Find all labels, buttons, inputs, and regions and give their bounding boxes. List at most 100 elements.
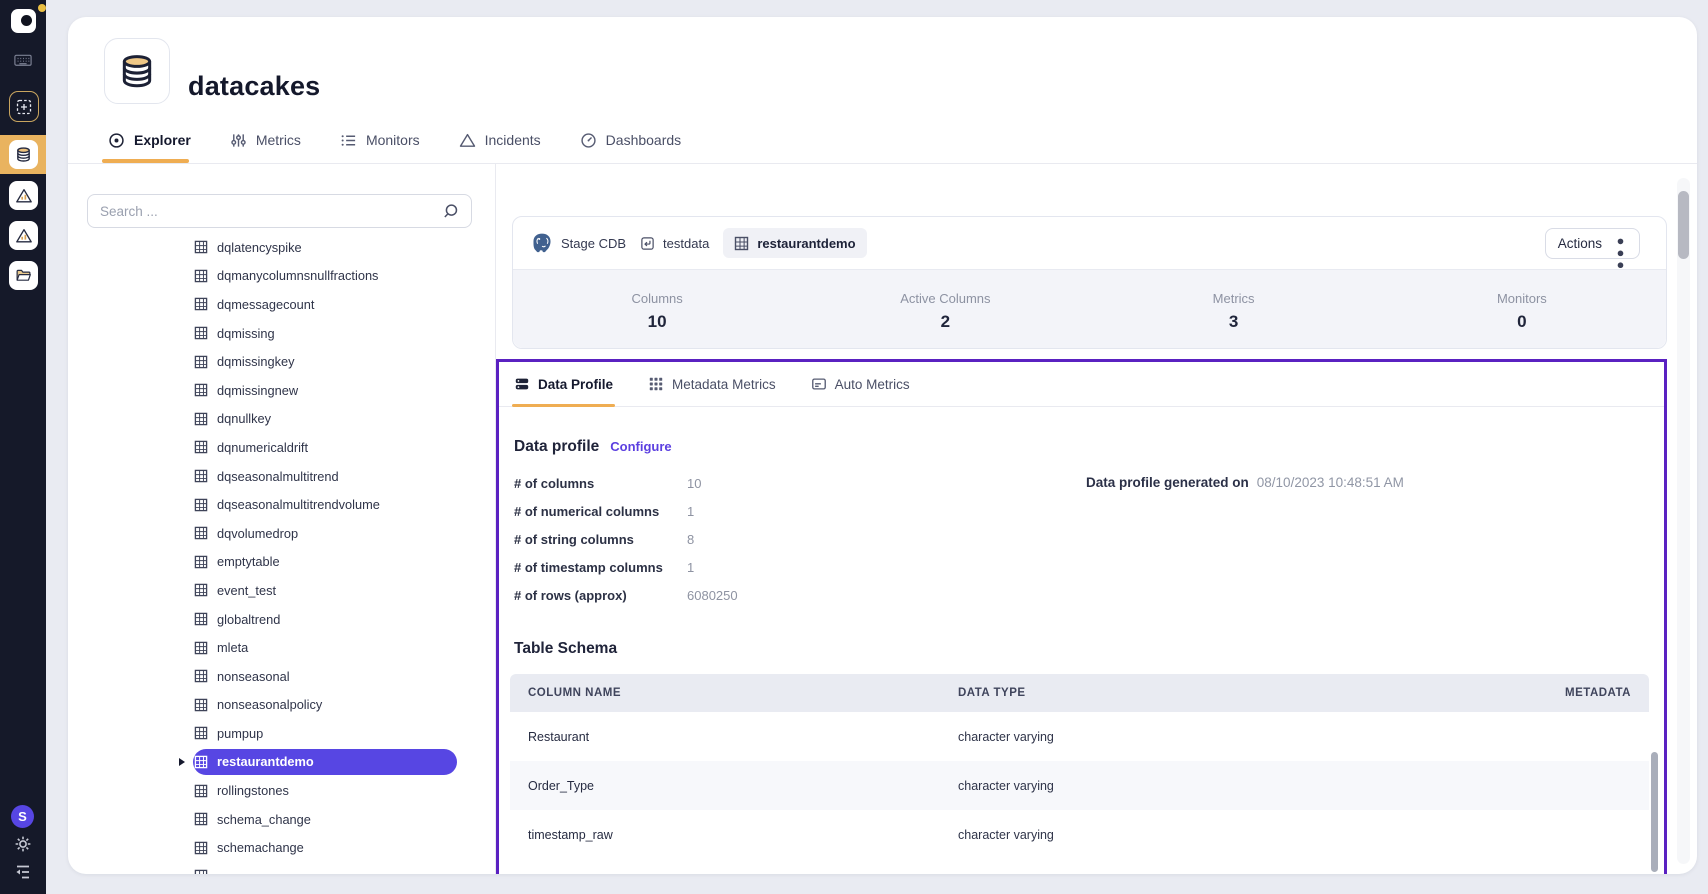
- stat-value: 10: [647, 312, 667, 331]
- tree-item[interactable]: dqvolumedrop: [68, 519, 495, 548]
- tree-item[interactable]: pumpup: [68, 719, 495, 748]
- asset-main: Stage CDB testdata restaurantdemo: [496, 164, 1697, 874]
- tree-item[interactable]: dqmissingkey: [68, 347, 495, 376]
- table-grid-icon: [194, 469, 208, 483]
- panel-tab-label: Data Profile: [538, 376, 614, 392]
- configure-link[interactable]: Configure: [610, 439, 672, 454]
- warning-triangle-icon: [459, 132, 476, 149]
- collapse-menu-icon[interactable]: [13, 862, 33, 882]
- table-row[interactable]: timestamp_raw character varying: [510, 810, 1649, 859]
- stat-label: Columns: [631, 291, 683, 306]
- tree-item-label: dqmissingkey: [217, 354, 295, 370]
- target-icon: [108, 132, 125, 149]
- table-row[interactable]: Restaurant character varying: [510, 712, 1649, 761]
- main-scrollbar-track[interactable]: [1677, 178, 1690, 864]
- tree-item[interactable]: dqlatencyspike: [68, 233, 495, 262]
- tree-item[interactable]: dqseasonalmultitrend: [68, 462, 495, 491]
- table-grid-icon: [194, 269, 208, 283]
- breadcrumb-datasource[interactable]: Stage CDB: [531, 232, 626, 254]
- tab-dashboards[interactable]: Dashboards: [574, 117, 688, 163]
- tab-data-profile[interactable]: Data Profile: [512, 362, 616, 407]
- tree-item[interactable]: restaurantdemo: [68, 748, 495, 777]
- tree-item-label: schema_change: [217, 811, 311, 827]
- table-grid-icon: [194, 755, 208, 769]
- tree-item[interactable]: nonseasonal: [68, 662, 495, 691]
- folder-icon[interactable]: [9, 261, 38, 290]
- app-rail: S: [0, 0, 46, 894]
- tree-item[interactable]: dqmissingnew: [68, 376, 495, 405]
- tree-item[interactable]: dqmessagecount: [68, 290, 495, 319]
- tab-monitors[interactable]: Monitors: [334, 117, 426, 163]
- tab-incidents[interactable]: Incidents: [453, 117, 547, 163]
- profile-fields: # of columns 10 # of numerical columns 1: [514, 469, 738, 609]
- breadcrumb: Stage CDB testdata restaurantdemo: [513, 217, 1666, 269]
- tree-item[interactable]: dqmissing: [68, 319, 495, 348]
- asset-stats: Columns 10 Active Columns 2 Metrics: [513, 269, 1666, 348]
- add-region-button[interactable]: [9, 91, 39, 122]
- breadcrumb-schema[interactable]: testdata: [640, 236, 709, 251]
- tree-item[interactable]: [68, 862, 495, 874]
- field-value: 6080250: [687, 587, 738, 603]
- datasets-icon[interactable]: [9, 140, 38, 169]
- anomaly-chart-icon-2[interactable]: [9, 221, 38, 250]
- tab-metadata-metrics[interactable]: Metadata Metrics: [646, 362, 778, 406]
- workspace-logo[interactable]: [11, 9, 36, 33]
- field-value: 8: [687, 531, 695, 547]
- tab-explorer[interactable]: Explorer: [102, 117, 197, 163]
- table-grid-icon: [194, 583, 208, 597]
- tree-item-label: nonseasonal: [217, 668, 290, 684]
- tree-item[interactable]: dqseasonalmultitrendvolume: [68, 490, 495, 519]
- server-stack-icon: [514, 376, 530, 392]
- tree-item[interactable]: schema_change: [68, 805, 495, 834]
- card-lines-icon: [811, 376, 827, 392]
- explorer-panel: dqlatencyspike dqmanycolumnsnullfraction…: [68, 164, 496, 874]
- tab-metrics[interactable]: Metrics: [224, 117, 307, 163]
- breadcrumb-table[interactable]: restaurantdemo: [723, 228, 867, 258]
- cell-column-name: Restaurant: [528, 729, 590, 744]
- kebab-menu-icon: [1614, 236, 1627, 268]
- anomaly-chart-icon[interactable]: [9, 181, 38, 210]
- logo-dot-icon: [21, 15, 32, 26]
- tree-item[interactable]: rollingstones: [68, 776, 495, 805]
- user-avatar[interactable]: S: [11, 805, 34, 828]
- keyboard-icon[interactable]: [14, 54, 32, 68]
- tree-item[interactable]: event_test: [68, 576, 495, 605]
- table-grid-icon: [194, 326, 208, 340]
- table-grid-icon: [194, 498, 208, 512]
- search-icon[interactable]: [442, 203, 459, 220]
- tree-item[interactable]: schemachange: [68, 833, 495, 862]
- tree-item[interactable]: emptytable: [68, 548, 495, 577]
- profile-field-row: # of rows (approx) 6080250: [514, 581, 738, 609]
- table-grid-icon: [734, 236, 749, 251]
- search-input[interactable]: [100, 203, 442, 219]
- field-value: 1: [687, 503, 695, 519]
- data-profile-panel: Data Profile Metadata Metrics Auto Metri…: [496, 359, 1667, 874]
- stat-label: Metrics: [1212, 291, 1255, 306]
- tree-item-label: dqseasonalmultitrendvolume: [217, 497, 380, 513]
- tree-item[interactable]: nonseasonalpolicy: [68, 691, 495, 720]
- tree-item-label: pumpup: [217, 725, 264, 741]
- tree-item-label: schemachange: [217, 840, 304, 856]
- main-scrollbar-thumb[interactable]: [1678, 191, 1689, 259]
- actions-button[interactable]: Actions: [1544, 227, 1640, 268]
- table-schema-heading: Table Schema: [514, 640, 617, 658]
- table-row[interactable]: Order_Type character varying: [510, 761, 1649, 810]
- table-grid-icon: [194, 526, 208, 540]
- tab-auto-metrics[interactable]: Auto Metrics: [809, 362, 912, 406]
- gauge-icon: [580, 132, 597, 149]
- grid-dots-icon: [648, 376, 664, 392]
- tree-item[interactable]: globaltrend: [68, 605, 495, 634]
- schema-scrollbar-thumb[interactable]: [1651, 752, 1658, 872]
- tree-item[interactable]: dqmanycolumnsnullfractions: [68, 262, 495, 291]
- tree-item[interactable]: mleta: [68, 633, 495, 662]
- stat-value: 2: [940, 312, 951, 331]
- expand-caret-icon[interactable]: [179, 757, 194, 766]
- tree-item[interactable]: dqnullkey: [68, 405, 495, 434]
- postgres-icon: [531, 232, 553, 254]
- settings-gear-icon[interactable]: [13, 834, 33, 854]
- database-icon: [122, 55, 152, 88]
- tree-item[interactable]: dqnumericaldrift: [68, 433, 495, 462]
- content-row: dqlatencyspike dqmanycolumnsnullfraction…: [68, 164, 1697, 874]
- table-grid-icon: [194, 869, 208, 874]
- tree-item-label: restaurantdemo: [217, 754, 314, 770]
